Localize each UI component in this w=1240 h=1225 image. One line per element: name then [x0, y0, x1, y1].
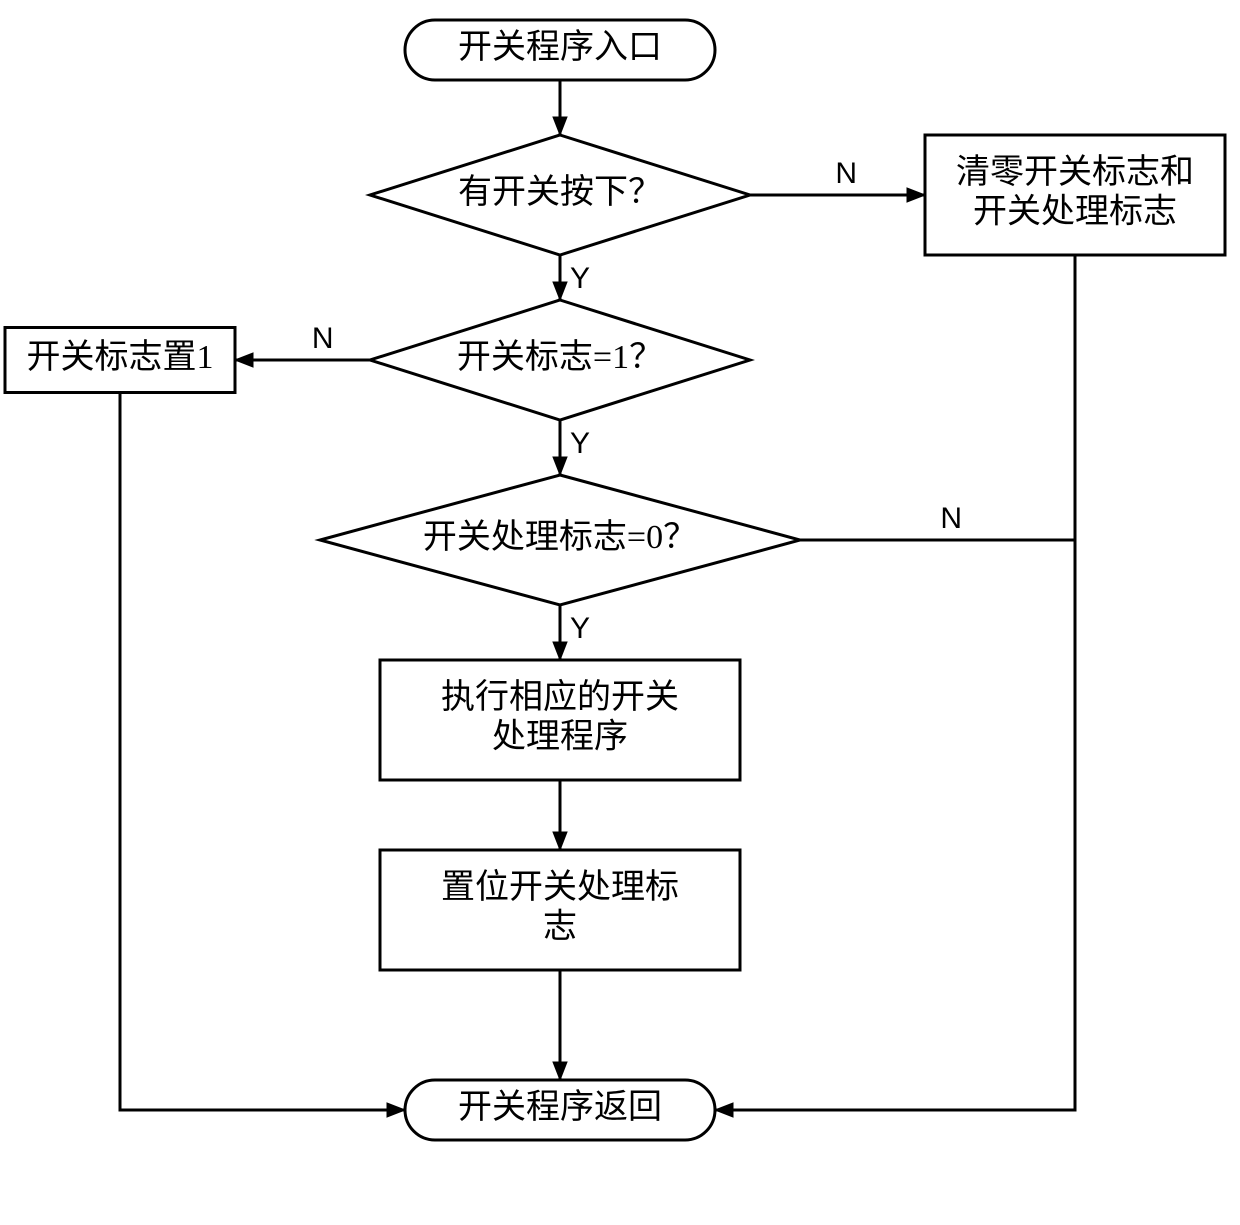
nodes-layer: 开关程序入口有开关按下？ 清零开关标志和开关处理标志开关标志=1？ 开关标志置1 开关… — [5, 20, 1225, 1140]
edge-label: Y — [570, 427, 590, 460]
node-set1: 开关标志置1 — [5, 328, 235, 393]
node-end: 开关程序返回 — [405, 1080, 715, 1140]
node-label: 执行相应的开关 — [441, 678, 679, 716]
node-label: 置位开关处理标 — [441, 868, 679, 906]
node-d3: 开关处理标志=0？ — [320, 475, 800, 605]
edge-label: N — [312, 322, 334, 355]
arrowhead — [553, 832, 567, 850]
edge-label: Y — [570, 262, 590, 295]
node-label: 开关程序入口 — [458, 28, 662, 66]
arrowhead — [907, 188, 925, 202]
edge-line — [715, 255, 1075, 1110]
node-label: 开关程序返回 — [458, 1088, 662, 1126]
node-label: 志 — [543, 907, 577, 945]
edge-label: Y — [570, 612, 590, 645]
arrowhead — [553, 117, 567, 135]
arrowhead — [553, 642, 567, 660]
arrowhead — [553, 282, 567, 300]
node-d1: 有开关按下？ — [370, 135, 750, 255]
node-label: 开关标志=1？ — [457, 338, 663, 376]
arrowhead — [715, 1103, 733, 1117]
node-d2: 开关标志=1？ — [370, 300, 750, 420]
arrowhead — [235, 353, 253, 367]
node-clear: 清零开关标志和开关处理标志 — [925, 135, 1225, 255]
edge-label: N — [940, 502, 962, 535]
node-label: 有开关按下？ — [458, 173, 662, 211]
edge-label: N — [835, 157, 857, 190]
arrowhead — [387, 1103, 405, 1117]
edge-line — [120, 393, 405, 1111]
node-start: 开关程序入口 — [405, 20, 715, 80]
node-label: 开关标志置1 — [27, 338, 214, 376]
node-setflag: 置位开关处理标志 — [380, 850, 740, 970]
node-label: 开关处理标志=0？ — [423, 518, 697, 556]
node-exec: 执行相应的开关处理程序 — [380, 660, 740, 780]
arrowhead — [553, 1062, 567, 1080]
node-label: 处理程序 — [492, 717, 628, 755]
node-label: 开关处理标志 — [973, 192, 1177, 230]
arrowhead — [553, 457, 567, 475]
node-label: 清零开关标志和 — [956, 153, 1194, 191]
